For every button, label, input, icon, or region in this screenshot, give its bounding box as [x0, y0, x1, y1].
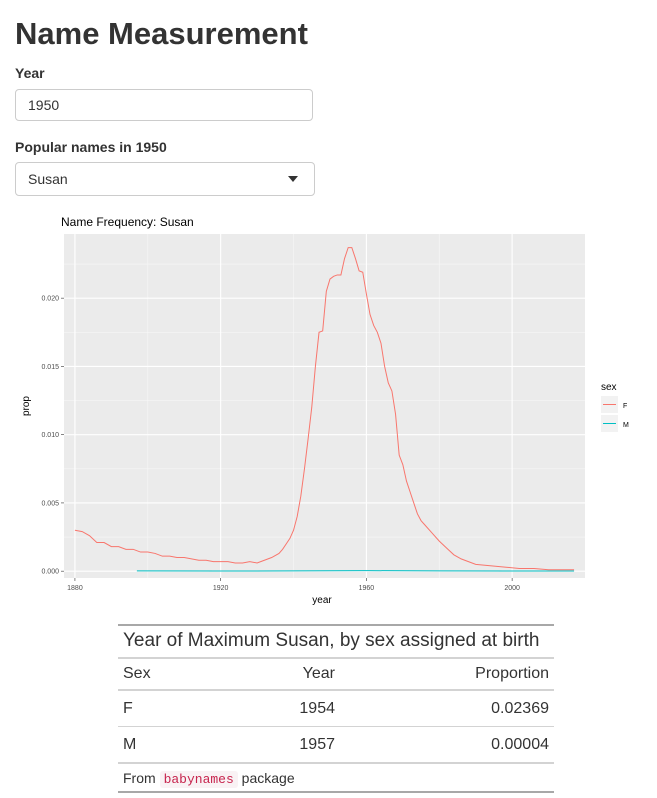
- name-select[interactable]: Susan: [15, 162, 315, 196]
- y-tick-label: 0.000: [41, 569, 59, 576]
- source-package-code: babynames: [159, 771, 238, 788]
- chart-title: Name Frequency: Susan: [61, 215, 194, 229]
- popular-names-label: Popular names in 1950: [15, 139, 167, 155]
- y-axis-label: prop: [21, 396, 32, 416]
- source-suffix: package: [241, 770, 295, 786]
- column-header-proportion: Proportion: [475, 665, 549, 682]
- table-title: Year of Maximum Susan, by sex assigned a…: [118, 624, 554, 659]
- axis-ticks: 1880 1920 1960 2000 0.000 0.005 0.010 0.015 0.02…: [41, 296, 520, 592]
- series-lines: [74, 247, 575, 572]
- cell-proportion: 0.02369: [491, 700, 549, 717]
- table-source-note: From babynames package: [118, 764, 554, 793]
- cell-year: 1954: [299, 700, 335, 717]
- page-title: Name Measurement: [15, 16, 308, 51]
- x-tick-label: 1920: [213, 585, 229, 592]
- legend: sex F M: [601, 382, 629, 432]
- column-header-year: Year: [302, 665, 335, 682]
- cell-year: 1957: [299, 736, 335, 753]
- column-header-sex: Sex: [123, 665, 151, 682]
- legend-title: sex: [601, 382, 617, 393]
- cell-sex: F: [123, 700, 133, 717]
- year-input[interactable]: [15, 89, 313, 121]
- legend-label-f: F: [623, 403, 627, 410]
- table-header-row: Sex Year Proportion: [118, 659, 554, 691]
- caret-down-icon: [288, 176, 298, 182]
- legend-label-m: M: [623, 422, 629, 429]
- year-label: Year: [15, 65, 45, 81]
- y-tick-label: 0.020: [41, 296, 59, 303]
- table-row: M 1957 0.00004: [118, 727, 554, 764]
- y-tick-label: 0.005: [41, 500, 59, 507]
- x-tick-label: 1960: [359, 585, 375, 592]
- cell-proportion: 0.00004: [491, 736, 549, 753]
- series-line-f: [74, 247, 575, 571]
- source-prefix: From: [123, 770, 156, 786]
- minor-gridlines: [64, 234, 585, 578]
- y-tick-label: 0.010: [41, 432, 59, 439]
- cell-sex: M: [123, 736, 137, 753]
- y-tick-label: 0.015: [41, 364, 59, 371]
- x-tick-label: 1880: [67, 585, 83, 592]
- name-frequency-chart: Name Frequency: Susan 1880 1920 1960 2000 0.…: [21, 215, 629, 606]
- table-row: F 1954 0.02369: [118, 691, 554, 727]
- name-select-value: Susan: [28, 171, 68, 187]
- plot-panel: [64, 234, 585, 578]
- max-year-table: Year of Maximum Susan, by sex assigned a…: [118, 624, 554, 793]
- x-axis-label: year: [312, 595, 332, 606]
- x-tick-label: 2000: [504, 585, 520, 592]
